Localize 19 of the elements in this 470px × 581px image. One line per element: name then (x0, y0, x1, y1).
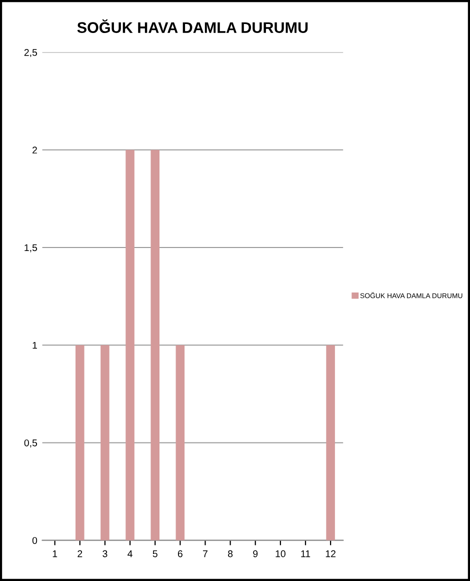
x-tick-label: 6 (178, 550, 182, 558)
x-tick-label: 9 (253, 550, 258, 558)
x-tick-label: 10 (276, 550, 286, 558)
y-tick-label: 0 (32, 537, 38, 544)
y-tick-label: 2 (32, 146, 37, 154)
x-tick-label: 11 (301, 550, 310, 558)
x-tick-label: 12 (326, 550, 336, 558)
x-tick-label: 3 (102, 550, 108, 558)
y-tick-label: 1,5 (24, 244, 38, 252)
x-tick-label: 8 (228, 550, 233, 558)
y-tick-label: 0,5 (24, 439, 38, 448)
x-tick-label: 2 (78, 550, 82, 558)
chart-title: SOĞUK HAVA DAMLA DURUMU (77, 19, 308, 33)
x-tick-label: 5 (152, 550, 158, 558)
x-tick-label: 7 (203, 550, 208, 558)
x-tick-label: 1 (52, 550, 58, 558)
y-tick-label: 2,5 (24, 49, 38, 58)
x-tick-label: 4 (128, 550, 132, 558)
y-tick-label: 1 (32, 342, 37, 349)
